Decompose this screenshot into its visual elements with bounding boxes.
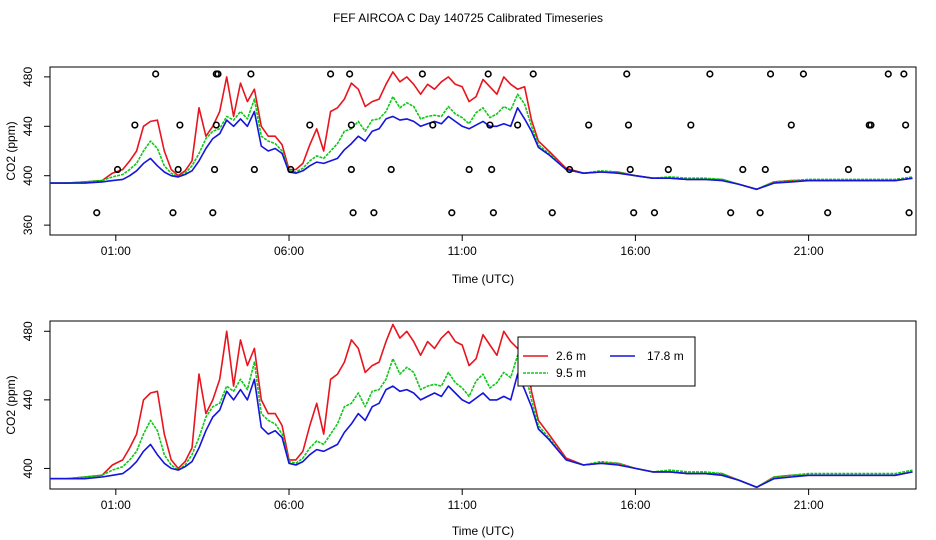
marker-point [565,165,574,174]
marker-point [585,121,593,129]
marker-point [630,209,638,217]
marker-point [131,121,139,129]
marker-point [465,165,473,174]
top-y-axis-label: CO2 (ppm) [4,121,18,180]
legend-label-2-6m: 2.6 m [556,349,586,363]
marker-point [766,70,775,78]
marker-point [489,209,497,217]
marker-point [787,121,795,129]
marker-point [844,165,853,174]
top-y-tick-label: 440 [21,116,35,136]
marker-point [247,70,255,78]
marker-point [739,165,747,174]
bottom-series-lines [50,323,913,489]
marker-point [113,165,122,174]
bottom-series-2-6-m [50,323,913,489]
marker-point [326,70,335,78]
legend-label-9-5m: 9.5 m [556,366,586,380]
top-x-tick-label: 11:00 [448,244,477,258]
marker-point [905,209,913,217]
marker-point [623,70,631,78]
marker-point [529,70,537,78]
marker-point [448,209,456,217]
marker-point [346,70,354,78]
top-y-tick-label: 480 [21,67,35,87]
bottom-x-tick-label: 11:00 [448,498,477,512]
marker-point [484,70,492,78]
marker-point [209,209,217,217]
marker-point [429,121,437,129]
marker-point [626,165,634,174]
top-series-lines [50,71,913,191]
bottom-axis-ticks: 01:00 06:00 11:00 16:00 21:00 400 440 480 [21,321,824,512]
marker-point [287,165,295,174]
legend-label-17-8m: 17.8 m [647,349,684,363]
marker-point [176,121,184,129]
top-x-tick-label: 06:00 [274,244,304,258]
marker-point [306,121,314,129]
figure-title: FEF AIRCOA C Day 140725 Calibrated Times… [333,11,603,25]
top-plot-frame [49,66,917,236]
marker-point [548,209,556,217]
bottom-y-axis-label: CO2 (ppm) [4,375,18,434]
marker-point [761,165,769,174]
marker-point [370,209,378,217]
marker-point [884,70,892,78]
marker-point [706,70,714,78]
top-series-17-8-m [50,107,913,191]
marker-point [799,70,808,78]
marker-point [756,209,764,217]
marker-point [900,70,908,78]
marker-point [349,209,357,217]
marker-point [650,209,659,217]
marker-point [488,165,496,174]
bottom-x-axis-label: Time (UTC) [452,524,514,538]
marker-point [250,165,258,174]
bottom-y-tick-label: 440 [21,390,35,410]
top-x-tick-label: 16:00 [620,244,650,258]
bottom-y-tick-label: 480 [21,321,35,341]
marker-point [486,121,494,129]
top-panel: CO2 (ppm) Time (UTC) 01:00 06:00 11:00 16:0… [4,66,917,286]
top-circle-markers [93,70,913,217]
top-y-tick-label: 360 [21,215,35,235]
marker-point [418,70,426,78]
marker-point [214,70,222,78]
legend-box [517,336,696,387]
marker-point [664,165,672,174]
bottom-x-tick-label: 06:00 [274,498,304,512]
bottom-panel: CO2 (ppm) Time (UTC) 01:00 06:00 11:00 16:0… [4,320,917,538]
marker-point [347,121,355,129]
marker-point [624,121,633,129]
marker-point [902,121,910,129]
top-y-tick-label: 400 [21,165,35,185]
marker-point [687,121,695,129]
bottom-series-17-8-m [50,373,913,489]
marker-point [169,209,177,217]
marker-point [174,165,182,174]
marker-point [514,121,522,129]
bottom-x-tick-label: 01:00 [101,498,131,512]
bottom-series-9-5-m [50,354,913,489]
marker-point [727,209,735,217]
top-axis-ticks: 01:00 06:00 11:00 16:00 21:00 360 400 440 480 [21,67,824,258]
marker-point [212,121,220,129]
legend: 2.6 m 9.5 m 17.8 m [517,336,696,387]
marker-point [387,165,395,174]
top-x-tick-label: 21:00 [794,244,824,258]
top-x-tick-label: 01:00 [101,244,131,258]
bottom-plot-frame [49,320,917,490]
bottom-x-tick-label: 16:00 [620,498,650,512]
top-x-axis-label: Time (UTC) [452,272,514,286]
marker-point [824,209,832,217]
marker-point [210,165,219,174]
marker-point [867,121,875,129]
marker-point [347,165,355,174]
bottom-y-tick-label: 400 [21,458,35,478]
marker-point [152,70,160,78]
marker-point [93,209,101,217]
marker-point [903,165,911,174]
bottom-x-tick-label: 21:00 [794,498,824,512]
